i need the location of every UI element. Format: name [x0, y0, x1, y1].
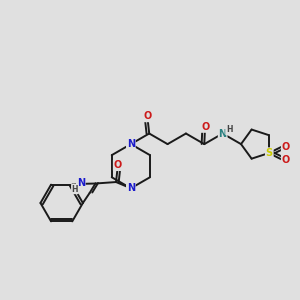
Text: H: H: [226, 125, 232, 134]
Text: N: N: [127, 139, 135, 149]
Text: N: N: [127, 183, 135, 193]
Text: S: S: [266, 148, 273, 158]
Text: O: O: [201, 122, 209, 132]
Text: N: N: [77, 178, 85, 188]
Text: N: N: [219, 128, 227, 139]
Text: H: H: [72, 184, 78, 194]
Text: O: O: [114, 160, 122, 170]
Text: O: O: [143, 111, 151, 122]
Text: O: O: [282, 142, 290, 152]
Text: O: O: [282, 154, 290, 165]
